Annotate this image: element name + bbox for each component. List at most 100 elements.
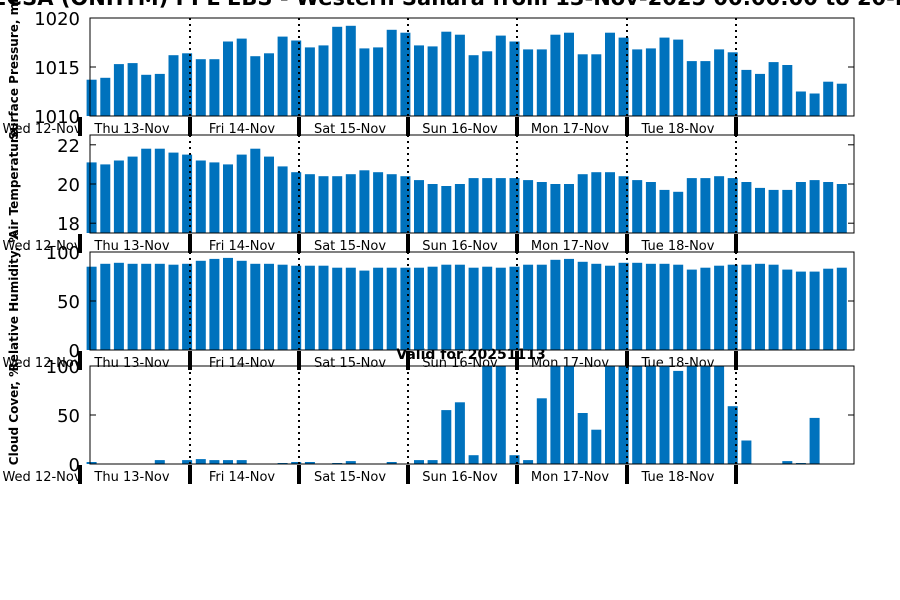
bar	[536, 182, 547, 233]
bar	[659, 366, 670, 464]
bar	[659, 37, 670, 116]
bar	[373, 267, 384, 350]
bar	[741, 69, 752, 116]
bar	[605, 366, 615, 464]
day-label: Mon 17-Nov	[531, 122, 609, 137]
bar	[564, 184, 574, 233]
bar	[782, 189, 793, 233]
bar	[836, 83, 847, 116]
ytick-label: 22	[57, 136, 80, 157]
bar	[700, 267, 711, 350]
bar	[550, 184, 561, 233]
ytick-label: 100	[46, 357, 80, 378]
bar	[427, 266, 438, 350]
bar	[714, 265, 725, 350]
bar	[427, 184, 438, 233]
bar	[755, 187, 765, 233]
bar	[195, 260, 206, 350]
bar	[632, 180, 643, 233]
ytick-label: 50	[57, 406, 80, 427]
bar	[264, 53, 274, 116]
bar	[400, 267, 411, 350]
ytick-label: 100	[46, 243, 80, 264]
bar	[441, 186, 452, 233]
bar	[359, 48, 370, 116]
bar	[195, 459, 206, 464]
bar	[304, 174, 315, 233]
bar	[441, 31, 452, 117]
bar	[441, 410, 452, 464]
bar	[564, 258, 574, 350]
bar	[577, 261, 588, 350]
bar	[495, 178, 506, 233]
bar	[195, 160, 206, 233]
day-label: Sun 16-Nov	[422, 122, 498, 137]
bar	[182, 263, 193, 350]
bar	[400, 32, 411, 117]
bar	[373, 47, 384, 116]
bar	[564, 366, 574, 464]
bar	[250, 56, 261, 116]
bar	[223, 41, 233, 116]
bar	[250, 148, 261, 233]
figure-title: ECSA (ONHTM) PPL EBS - Western Sahara fr…	[0, 0, 900, 10]
bar	[154, 148, 165, 233]
bar	[645, 263, 656, 350]
bar	[645, 182, 656, 233]
bar	[809, 93, 820, 116]
bar	[727, 406, 738, 464]
y-axis-label: Cloud Cover, %	[7, 365, 21, 465]
bar	[741, 182, 752, 233]
bar	[168, 152, 179, 233]
ytick-label: 0	[69, 341, 80, 362]
bar	[291, 462, 302, 464]
bar	[686, 269, 697, 350]
panel-3: 0 50 100 Relative Humidity, %Wed 12-Nov Thu …	[2, 231, 855, 371]
bar	[495, 267, 506, 350]
bar	[618, 37, 629, 116]
bar	[564, 32, 574, 117]
bar	[727, 52, 738, 116]
bar	[154, 73, 165, 116]
bar	[277, 36, 288, 116]
bar	[523, 264, 534, 350]
bar	[86, 462, 97, 464]
bar	[277, 264, 288, 350]
bar	[168, 264, 179, 350]
bar	[591, 172, 602, 233]
day-label: Sun 16-Nov	[422, 470, 498, 485]
bar	[482, 266, 493, 350]
bar	[809, 180, 820, 233]
figure-subtitle: Valid for 20251113	[396, 347, 545, 363]
bar	[236, 460, 247, 464]
bar	[373, 172, 384, 233]
bar	[632, 262, 643, 350]
bar	[536, 49, 547, 116]
bar	[605, 265, 615, 350]
ytick-label: 1015	[34, 58, 80, 79]
bar	[809, 271, 820, 350]
y-axis-label: Air Temperature	[7, 129, 21, 239]
bar	[509, 41, 520, 116]
bar	[714, 176, 725, 233]
bar	[659, 189, 670, 233]
bar	[727, 178, 738, 233]
ytick-label: 18	[57, 214, 80, 235]
bar	[823, 81, 834, 116]
day-label: Sat 15-Nov	[314, 122, 386, 137]
bar	[236, 154, 247, 233]
day-label: Sun 16-Nov	[422, 239, 498, 254]
bar	[454, 34, 465, 117]
day-label: Sat 15-Nov	[314, 239, 386, 254]
bar	[673, 264, 684, 350]
bar	[414, 460, 424, 464]
bar	[836, 184, 847, 233]
bar	[86, 79, 97, 116]
bar	[291, 265, 302, 350]
bar	[468, 267, 479, 350]
bar	[332, 176, 343, 233]
bar	[141, 263, 152, 350]
bar	[795, 91, 806, 116]
